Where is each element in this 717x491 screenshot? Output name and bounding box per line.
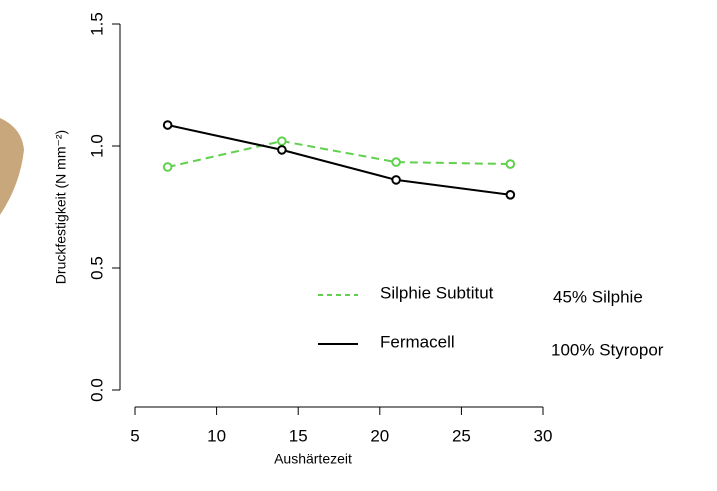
x-tick-label: 10 (207, 426, 226, 445)
x-tick-label: 5 (130, 426, 139, 445)
data-point (391, 157, 401, 167)
legend-label: Fermacell (380, 332, 455, 351)
data-point (162, 120, 173, 130)
annotation: 45% Silphie (553, 287, 643, 306)
y-tick-label: 0.5 (87, 256, 106, 280)
y-tick-label: 1.0 (87, 134, 106, 158)
y-tick-label: 0.0 (87, 378, 106, 402)
series-line (167, 140, 511, 168)
annotation: 100% Styropor (551, 340, 664, 359)
data-point (162, 162, 173, 172)
series-line (167, 124, 511, 196)
x-tick-label: 15 (289, 426, 308, 445)
data-point (391, 175, 401, 185)
data-point (277, 145, 287, 155)
legend-label: Silphie Subtitut (380, 283, 494, 302)
photo-fragment (0, 118, 24, 215)
y-axis-label: Druckfestigkeit (N mm⁻²) (53, 130, 69, 284)
x-tick-label: 20 (370, 426, 389, 445)
x-tick-label: 30 (534, 426, 553, 445)
y-tick-label: 1.5 (87, 12, 106, 36)
data-point (277, 136, 287, 146)
data-point (505, 159, 516, 169)
data-point (505, 190, 516, 200)
x-axis-label: Aushärtezeit (274, 451, 352, 467)
x-tick-label: 25 (452, 426, 471, 445)
